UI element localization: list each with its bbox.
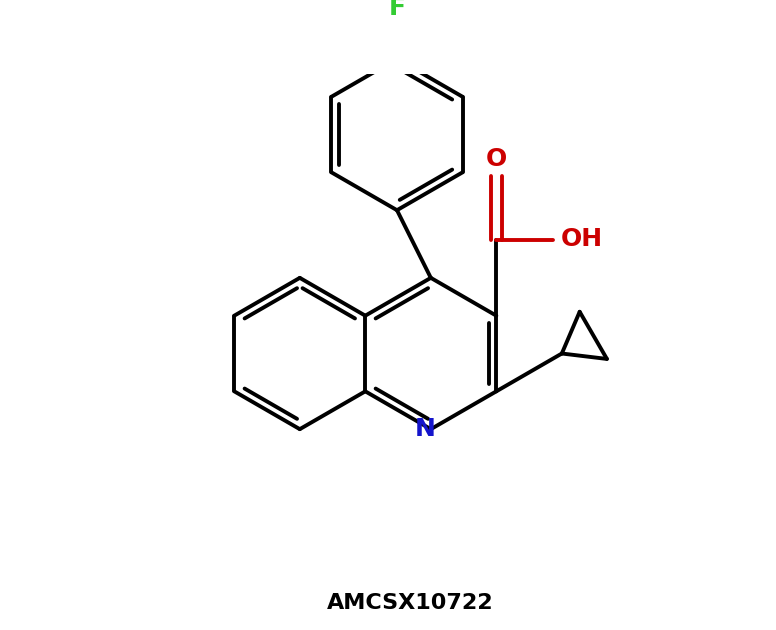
Text: O: O	[486, 147, 507, 171]
Text: OH: OH	[561, 227, 603, 251]
Text: F: F	[389, 0, 406, 20]
Text: AMCSX10722: AMCSX10722	[327, 593, 494, 613]
Text: N: N	[414, 417, 435, 441]
